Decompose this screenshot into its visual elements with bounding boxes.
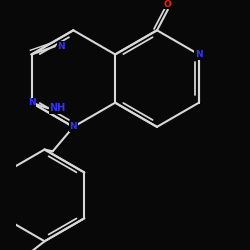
Text: NH: NH — [50, 103, 66, 113]
Text: N: N — [58, 42, 65, 51]
Text: N: N — [195, 50, 202, 59]
Text: N: N — [28, 98, 35, 107]
Text: O: O — [164, 0, 172, 9]
Text: N: N — [70, 122, 77, 131]
